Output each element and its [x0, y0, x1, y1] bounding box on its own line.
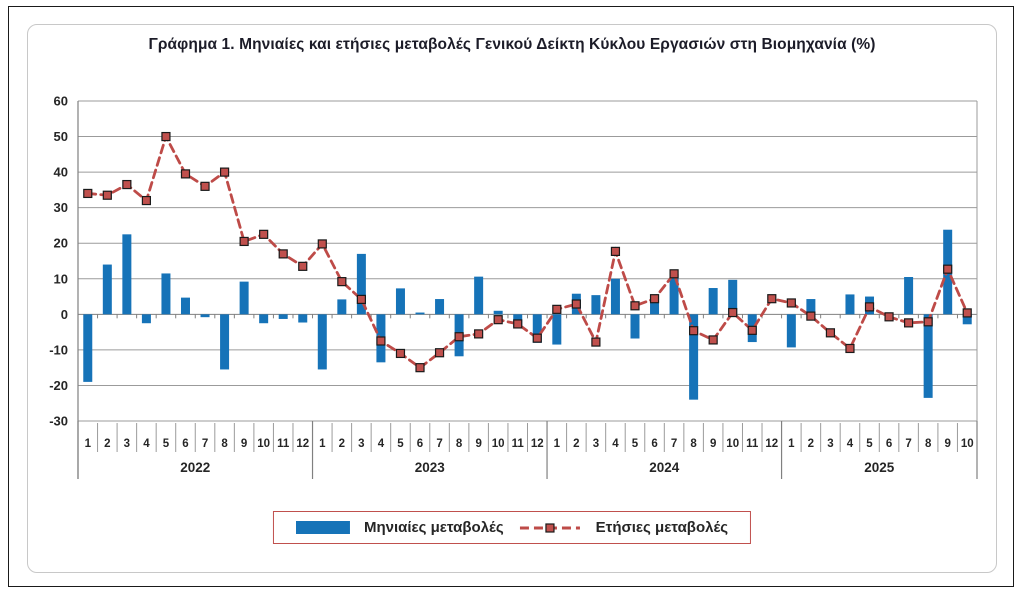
- svg-text:40: 40: [54, 165, 68, 180]
- chart-area-border: [27, 24, 997, 573]
- figure-border: [8, 6, 1014, 587]
- svg-text:4: 4: [143, 438, 150, 450]
- svg-text:30: 30: [54, 200, 68, 215]
- svg-text:7: 7: [436, 438, 442, 450]
- svg-text:-30: -30: [49, 414, 68, 429]
- svg-text:10: 10: [492, 438, 505, 450]
- svg-text:5: 5: [397, 438, 404, 450]
- svg-text:3: 3: [593, 438, 599, 450]
- svg-text:60: 60: [54, 94, 68, 109]
- chart-title: Γράφημα 1. Μηνιαίες και ετήσιες μεταβολέ…: [148, 36, 876, 53]
- svg-text:5: 5: [163, 438, 170, 450]
- svg-text:-10: -10: [49, 342, 68, 357]
- monthly-series-swatch-icon: [295, 521, 350, 534]
- svg-text:2022: 2022: [180, 460, 210, 475]
- svg-text:11: 11: [277, 438, 290, 450]
- svg-text:11: 11: [746, 438, 759, 450]
- svg-text:12: 12: [296, 438, 309, 450]
- svg-text:9: 9: [475, 438, 481, 450]
- svg-text:7: 7: [671, 438, 677, 450]
- svg-text:3: 3: [124, 438, 130, 450]
- svg-text:6: 6: [651, 438, 657, 450]
- svg-text:7: 7: [905, 438, 911, 450]
- svg-text:2: 2: [104, 438, 110, 450]
- svg-text:6: 6: [886, 438, 892, 450]
- svg-text:10: 10: [726, 438, 739, 450]
- svg-text:10: 10: [54, 271, 68, 286]
- svg-text:9: 9: [241, 438, 247, 450]
- svg-text:9: 9: [710, 438, 716, 450]
- svg-text:2: 2: [339, 438, 345, 450]
- svg-text:6: 6: [182, 438, 188, 450]
- svg-text:1: 1: [85, 438, 92, 450]
- svg-text:2: 2: [573, 438, 579, 450]
- chart-legend: Μηνιαίες μεταβολές Ετήσιες μεταβολές: [272, 511, 752, 544]
- svg-text:10: 10: [257, 438, 270, 450]
- legend-annual-label: Ετήσιες μεταβολές: [595, 519, 729, 536]
- svg-text:3: 3: [827, 438, 833, 450]
- svg-text:2024: 2024: [649, 460, 680, 475]
- svg-text:5: 5: [866, 438, 873, 450]
- legend-monthly-label: Μηνιαίες μεταβολές: [363, 519, 504, 536]
- svg-text:8: 8: [221, 438, 228, 450]
- svg-text:5: 5: [632, 438, 639, 450]
- svg-text:3: 3: [358, 438, 364, 450]
- svg-text:1: 1: [788, 438, 795, 450]
- svg-text:8: 8: [925, 438, 932, 450]
- svg-text:2025: 2025: [864, 460, 895, 475]
- svg-text:11: 11: [512, 438, 525, 450]
- svg-text:4: 4: [847, 438, 854, 450]
- svg-text:9: 9: [944, 438, 950, 450]
- svg-text:8: 8: [690, 438, 697, 450]
- svg-text:12: 12: [531, 438, 544, 450]
- svg-text:12: 12: [765, 438, 778, 450]
- svg-text:4: 4: [378, 438, 385, 450]
- svg-text:8: 8: [456, 438, 463, 450]
- svg-text:2023: 2023: [415, 460, 446, 475]
- svg-text:2: 2: [808, 438, 814, 450]
- annual-series-swatch-icon: [519, 522, 580, 533]
- svg-text:1: 1: [319, 438, 326, 450]
- svg-text:1: 1: [554, 438, 561, 450]
- svg-text:10: 10: [961, 438, 974, 450]
- svg-text:0: 0: [61, 307, 68, 322]
- svg-text:20: 20: [54, 236, 68, 251]
- svg-text:7: 7: [202, 438, 208, 450]
- svg-text:50: 50: [54, 129, 68, 144]
- svg-text:6: 6: [417, 438, 423, 450]
- svg-text:4: 4: [612, 438, 619, 450]
- svg-text:-20: -20: [49, 378, 68, 393]
